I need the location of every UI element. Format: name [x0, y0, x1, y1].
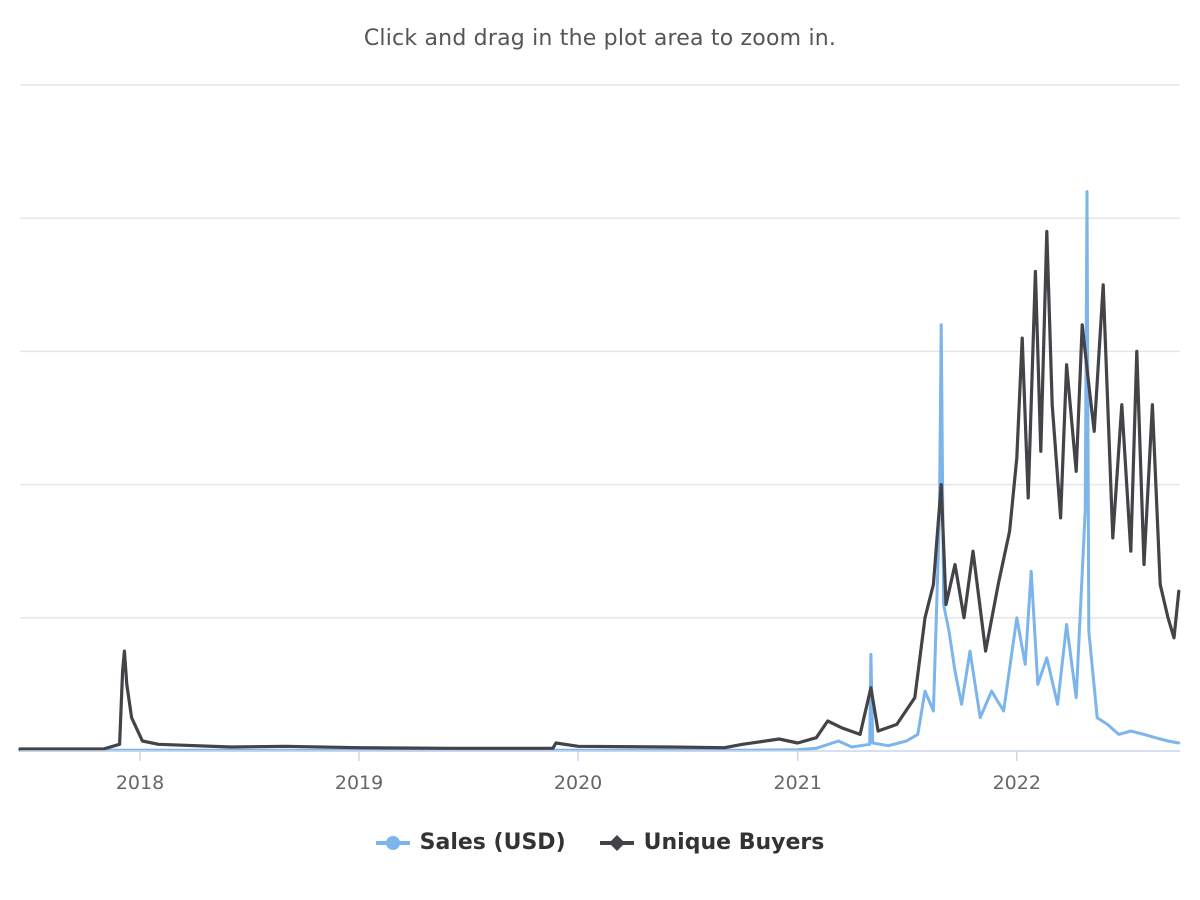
- x-axis: 2018 2019 2020 2021 2022: [20, 750, 1180, 794]
- x-tick-label-2018: 2018: [116, 772, 164, 794]
- series-line-unique-buyers[interactable]: [18, 229, 1181, 751]
- circle-marker-icon: [375, 835, 410, 850]
- x-tick-label-2020: 2020: [554, 772, 602, 794]
- chart-subtitle: Click and drag in the plot area to zoom …: [363, 26, 837, 51]
- series-layer: [18, 190, 1181, 752]
- x-tick-label-2022: 2022: [993, 772, 1041, 794]
- gridlines: [20, 84, 1180, 619]
- x-tick-label-2021: 2021: [774, 772, 822, 794]
- series-line-sales-usd[interactable]: [18, 190, 1181, 752]
- legend: Sales (USD) Unique Buyers: [0, 830, 1200, 855]
- legend-item-unique-buyers[interactable]: Unique Buyers: [599, 830, 825, 855]
- legend-label-sales: Sales (USD): [419, 830, 566, 855]
- x-tick-label-2019: 2019: [335, 772, 383, 794]
- legend-label-unique-buyers: Unique Buyers: [643, 830, 825, 855]
- legend-item-sales[interactable]: Sales (USD): [375, 830, 566, 855]
- diamond-marker-icon: [599, 834, 634, 851]
